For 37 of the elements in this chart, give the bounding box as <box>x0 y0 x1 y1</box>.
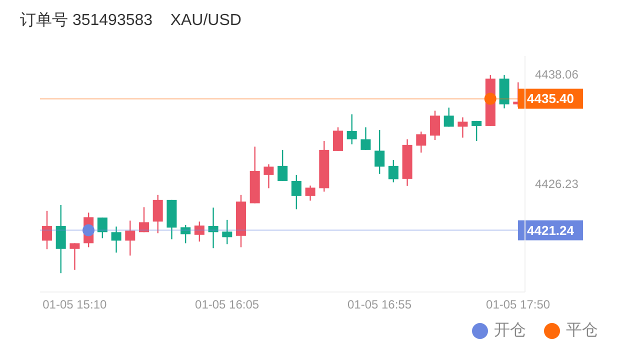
candlestick <box>111 226 122 254</box>
candlestick <box>444 107 454 128</box>
candlestick <box>70 242 80 270</box>
candlestick <box>222 219 232 245</box>
candlestick <box>278 149 288 182</box>
candlestick <box>139 206 149 233</box>
candlestick <box>333 126 343 152</box>
candlestick <box>346 114 357 145</box>
candlestick <box>152 194 163 234</box>
candlestick <box>264 164 274 189</box>
legend-label: 开仓 <box>494 321 526 341</box>
x-tick-label: 01-05 16:55 <box>347 298 412 312</box>
candlestick <box>360 126 371 151</box>
ref-line-label: 4421.24 <box>527 222 575 238</box>
legend-label: 平仓 <box>566 321 598 341</box>
chart-title: 订单号 351493583 XAU/USD <box>20 11 242 31</box>
candlestick <box>97 216 108 239</box>
candlestick <box>416 131 426 154</box>
candlestick <box>42 210 52 250</box>
candlestick <box>472 120 482 142</box>
candlestick <box>56 204 66 274</box>
y-tick-label: 4426.23 <box>535 177 579 192</box>
candlestick <box>291 174 302 210</box>
candlestick <box>458 116 468 138</box>
candlestick <box>305 185 316 202</box>
candlestick <box>208 207 218 249</box>
x-tick-label: 01-05 15:10 <box>42 298 107 312</box>
candlestick <box>388 159 398 183</box>
y-tick-label: 4438.06 <box>535 67 579 82</box>
x-tick-label: 01-05 16:05 <box>195 298 260 312</box>
candlestick <box>125 220 136 256</box>
candlestick <box>180 224 191 244</box>
x-tick-label: 01-05 17:50 <box>486 298 550 312</box>
ref-line-label: 4435.40 <box>527 91 574 106</box>
candlestick <box>374 129 385 175</box>
candlestick <box>194 220 204 242</box>
candlestick <box>430 110 440 141</box>
